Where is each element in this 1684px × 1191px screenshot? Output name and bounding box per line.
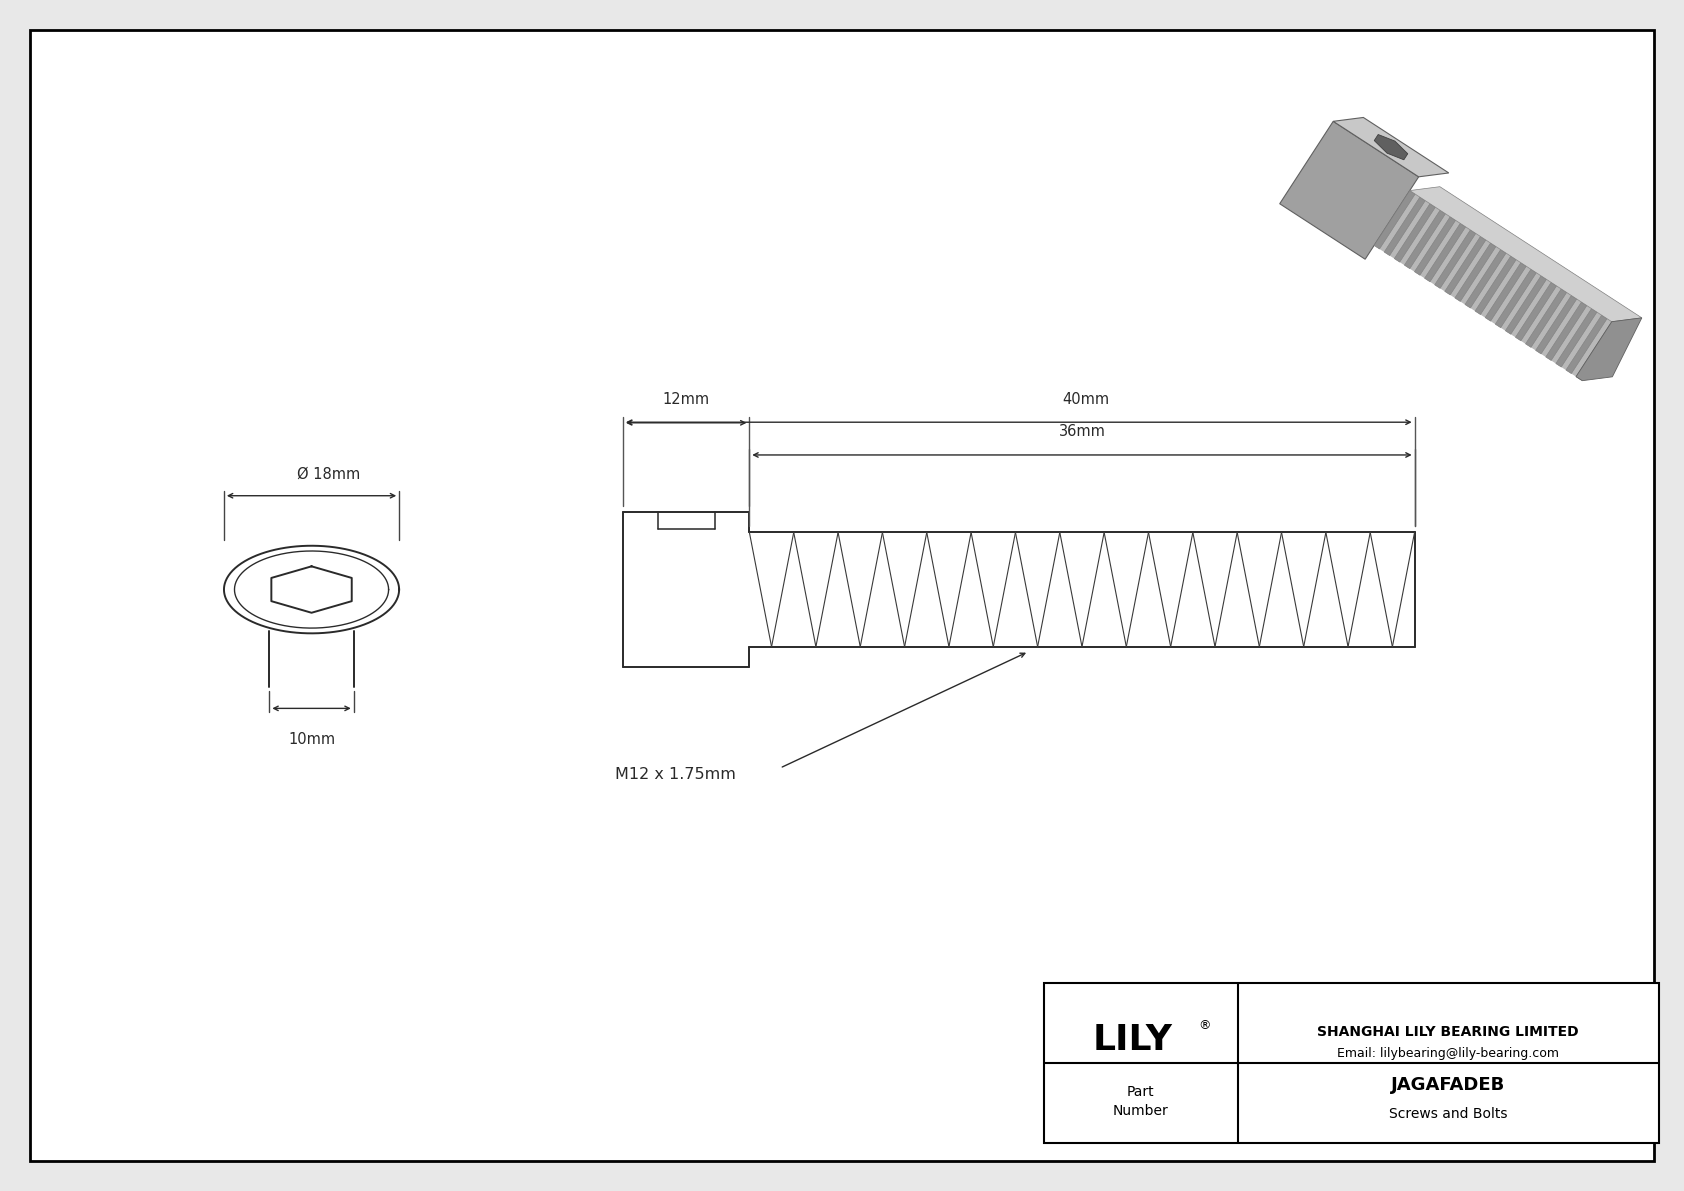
Polygon shape (1516, 282, 1556, 341)
Polygon shape (1526, 289, 1566, 348)
Text: Screws and Bolts: Screws and Bolts (1389, 1108, 1507, 1122)
Polygon shape (1455, 243, 1495, 301)
Text: M12 x 1.75mm: M12 x 1.75mm (615, 767, 736, 781)
Polygon shape (1495, 269, 1536, 328)
Polygon shape (1475, 256, 1516, 314)
Polygon shape (1404, 211, 1445, 269)
Polygon shape (1334, 118, 1448, 176)
Polygon shape (1576, 318, 1642, 381)
Bar (1044, 983, 1659, 1143)
Text: 12mm: 12mm (663, 392, 709, 407)
Text: 10mm: 10mm (288, 732, 335, 747)
Polygon shape (1566, 316, 1607, 374)
Polygon shape (1485, 263, 1526, 322)
Polygon shape (1374, 191, 1415, 249)
Text: Part
Number: Part Number (1113, 1085, 1169, 1118)
Polygon shape (1445, 237, 1485, 295)
Text: SHANGHAI LILY BEARING LIMITED: SHANGHAI LILY BEARING LIMITED (1317, 1025, 1580, 1040)
Polygon shape (1556, 308, 1596, 367)
Polygon shape (1546, 303, 1586, 361)
Polygon shape (1415, 217, 1455, 275)
Polygon shape (1394, 204, 1435, 262)
Text: Ø 18mm: Ø 18mm (296, 467, 360, 481)
Polygon shape (1576, 322, 1617, 380)
Text: LILY: LILY (1093, 1023, 1172, 1058)
Polygon shape (1374, 191, 1612, 376)
Polygon shape (1425, 224, 1465, 282)
Text: Email: lilybearing@lily-bearing.com: Email: lilybearing@lily-bearing.com (1337, 1047, 1559, 1060)
Text: JAGAFADEB: JAGAFADEB (1391, 1077, 1505, 1095)
Polygon shape (1384, 198, 1425, 256)
Text: 36mm: 36mm (1059, 424, 1105, 439)
Polygon shape (1536, 295, 1576, 354)
Polygon shape (1280, 121, 1418, 260)
Text: ®: ® (1199, 1019, 1211, 1033)
Polygon shape (1505, 276, 1546, 335)
Polygon shape (1435, 230, 1475, 288)
Polygon shape (1465, 250, 1505, 308)
Text: 40mm: 40mm (1063, 392, 1110, 407)
Polygon shape (1410, 187, 1642, 322)
Polygon shape (1374, 135, 1408, 160)
